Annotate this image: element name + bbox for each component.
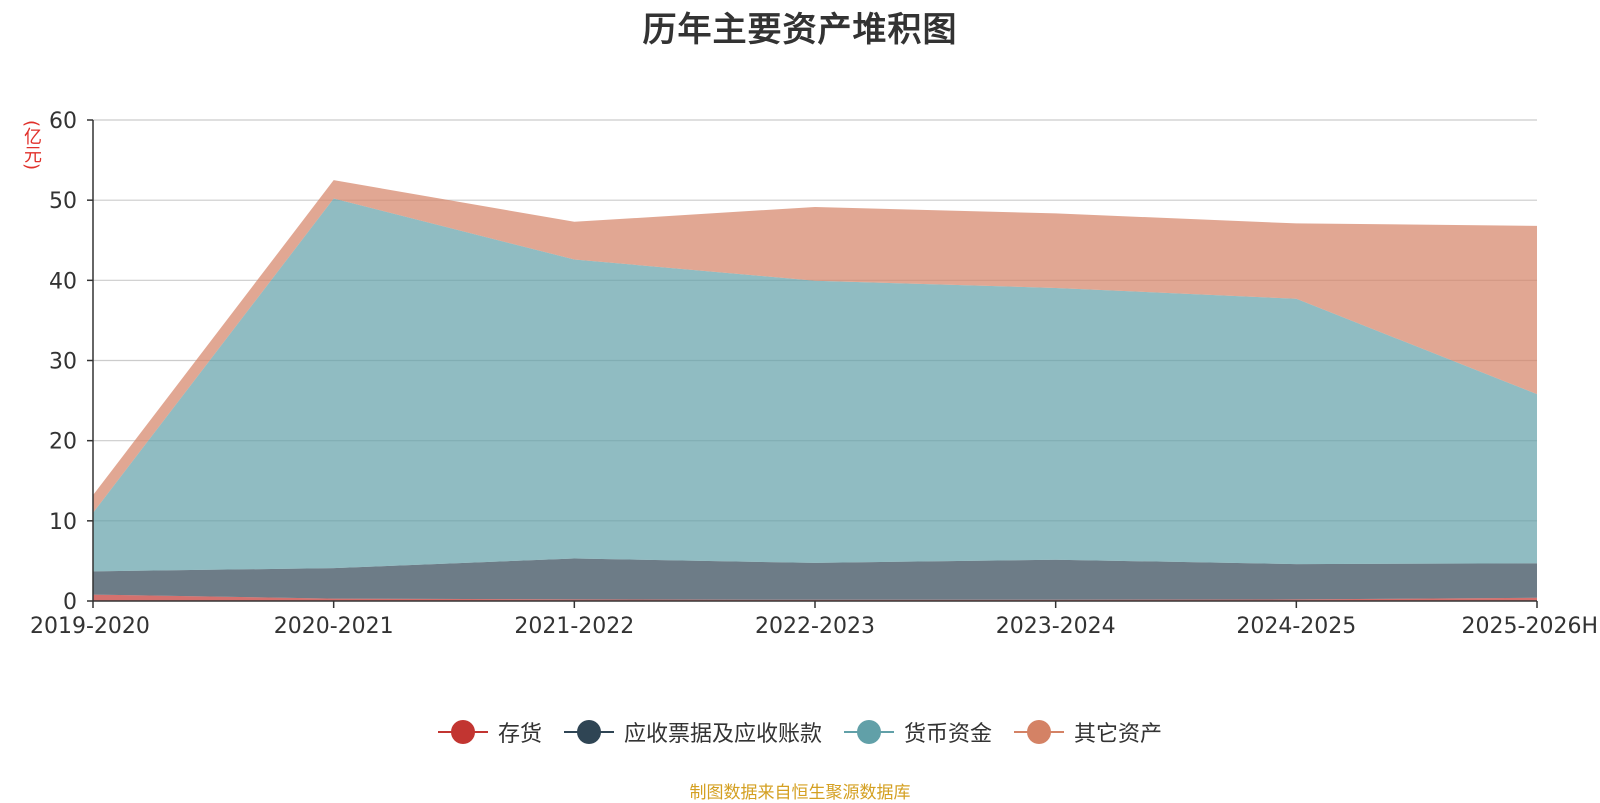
legend-item-1[interactable]: 应收票据及应收账款 <box>563 716 822 748</box>
legend-marker-icon <box>844 720 894 744</box>
legend-marker-icon <box>1014 720 1065 744</box>
axes: 0 10 20 30 40 50 60 2019-2020 2020-2021 2021-2022… <box>30 109 1598 639</box>
x-tick-label: 2020-2021 <box>274 614 394 639</box>
chart-legend: 存货 应收票据及应收账款 货币资金 其它资产 <box>0 716 1600 748</box>
area-series-2 <box>93 198 1537 572</box>
y-tick-label: 20 <box>49 430 77 455</box>
x-tick-label: 2024-2025 <box>1236 614 1356 639</box>
area-series-1 <box>93 558 1537 600</box>
legend-item-0[interactable]: 存货 <box>437 716 542 748</box>
area-series-3 <box>93 180 1537 513</box>
legend-item-2[interactable]: 货币资金 <box>844 716 992 748</box>
legend-item-3[interactable]: 其它资产 <box>1014 716 1162 748</box>
y-axis-unit-label: (亿元) <box>21 120 42 171</box>
y-tick-label: 0 <box>63 590 77 615</box>
x-tick-label: 2022-2023 <box>755 614 875 639</box>
chart-title: 历年主要资产堆积图 <box>642 10 958 50</box>
legend-label: 应收票据及应收账款 <box>623 722 822 747</box>
legend-label: 货币资金 <box>904 722 993 747</box>
area-series-group <box>93 180 1537 601</box>
legend-marker-icon <box>437 720 488 744</box>
x-tick-label: 2025-2026H <box>1462 614 1598 639</box>
legend-marker-icon <box>563 720 614 744</box>
area-series-0 <box>93 594 1537 601</box>
y-tick-label: 10 <box>49 510 77 535</box>
y-tick-label: 30 <box>49 350 77 375</box>
x-tick-label: 2021-2022 <box>514 614 634 639</box>
y-tick-label: 60 <box>49 109 77 134</box>
x-tick-label: 2023-2024 <box>996 614 1116 639</box>
x-tick-label: 2019-2020 <box>30 614 150 639</box>
data-source-note: 制图数据来自恒生聚源数据库 <box>689 783 911 803</box>
legend-label: 其它资产 <box>1074 722 1163 747</box>
y-tick-label: 50 <box>49 189 77 214</box>
legend-label: 存货 <box>497 722 542 747</box>
y-tick-label: 40 <box>49 269 77 294</box>
